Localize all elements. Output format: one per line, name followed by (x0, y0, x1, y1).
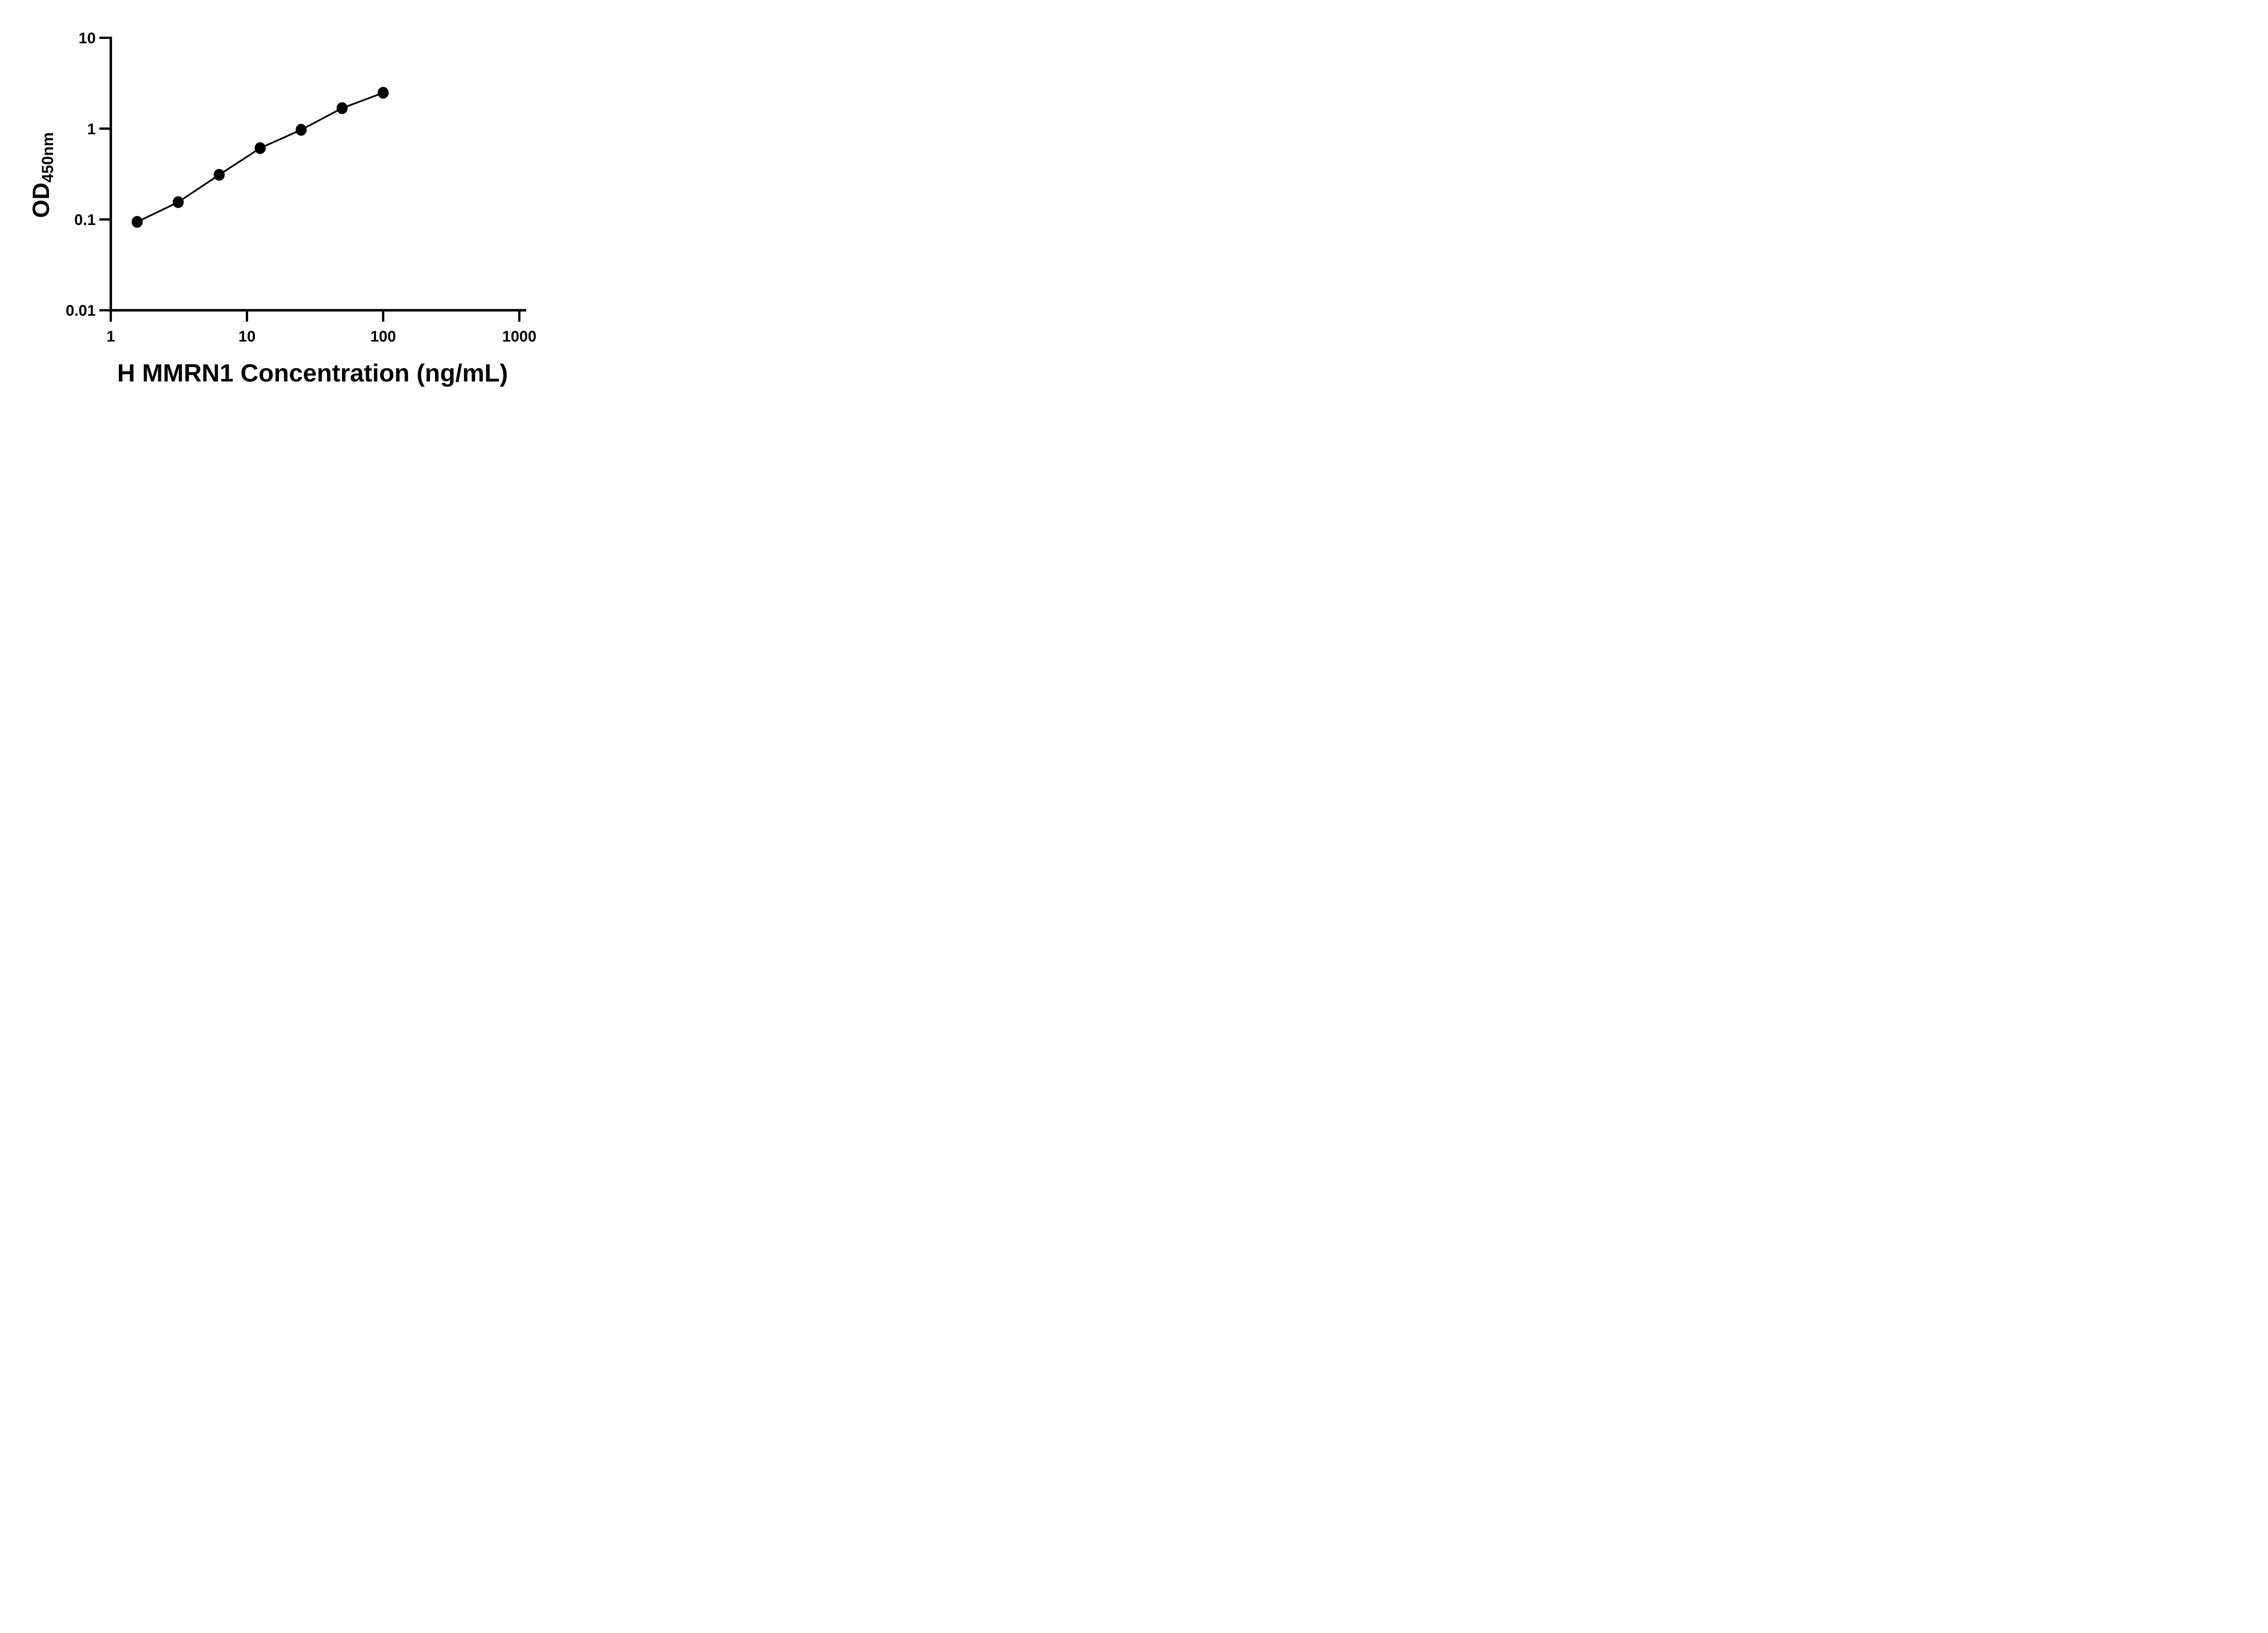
y-tick-mark (99, 309, 110, 312)
x-axis-title: H MMRN1 Concentration (ng/mL) (117, 359, 508, 387)
x-tick-mark (382, 311, 385, 322)
y-tick-label: 10 (78, 30, 96, 47)
y-axis-title-subscript: 450nm (39, 132, 57, 183)
x-tick-label: 1 (107, 328, 115, 345)
y-tick-label: 0.1 (74, 211, 96, 229)
x-tick-mark (109, 311, 112, 322)
y-axis-title: OD 450nm (28, 132, 57, 218)
y-tick-mark (99, 36, 110, 39)
y-tick-mark (99, 218, 110, 221)
data-point-marker (213, 169, 225, 181)
data-point-marker (377, 87, 389, 99)
x-tick-label: 10 (239, 328, 256, 345)
data-point-marker (337, 102, 348, 114)
elisa-standard-curve-figure: 10 1 0.1 0.01 1 10 100 1000 OD 450nm H MMRN1 Con… (0, 0, 582, 408)
y-axis-line (109, 36, 112, 312)
chart-canvas: 10 1 0.1 0.01 1 10 100 1000 (66, 30, 537, 345)
x-tick-mark (518, 311, 521, 322)
y-tick-mark (99, 127, 110, 130)
x-tick-mark (245, 311, 248, 322)
x-tick-label: 100 (370, 328, 396, 345)
y-tick-label: 0.01 (66, 302, 96, 319)
y-tick-label: 1 (87, 121, 96, 138)
data-point-marker (132, 216, 143, 228)
x-tick-label: 1000 (502, 328, 537, 345)
data-point-marker (172, 196, 184, 208)
x-axis-line (109, 309, 526, 312)
data-point-marker (254, 142, 266, 154)
data-point-marker (295, 124, 307, 136)
y-axis-title-main: OD (28, 182, 54, 218)
